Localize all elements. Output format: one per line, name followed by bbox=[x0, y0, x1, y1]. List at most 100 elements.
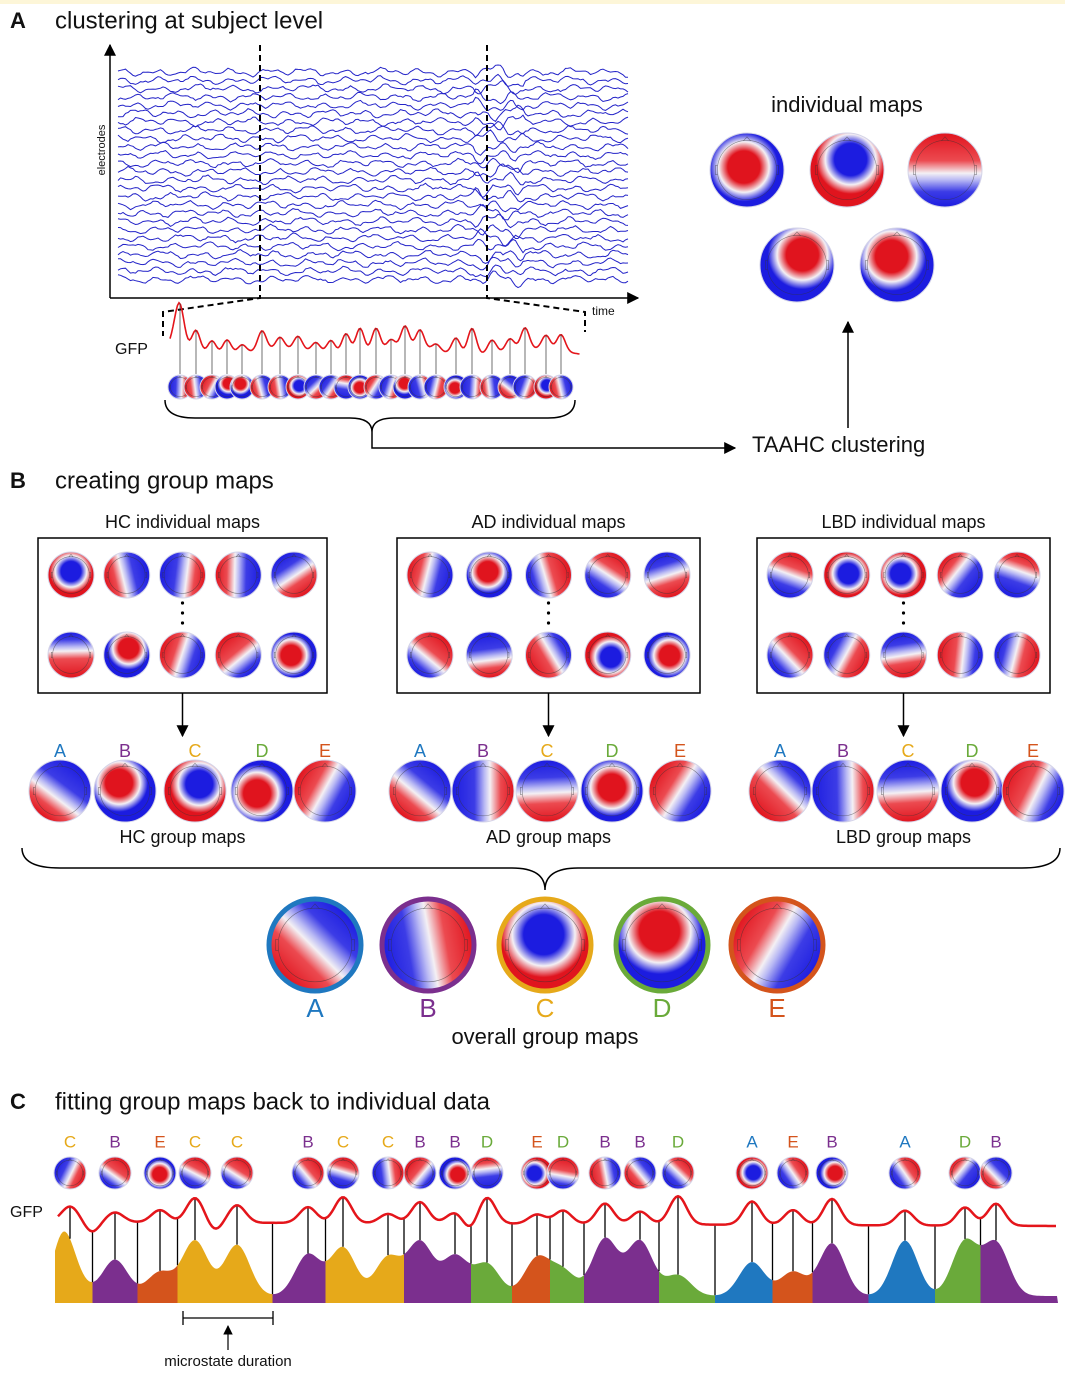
state-letter: B bbox=[414, 1132, 425, 1151]
eeg-trace bbox=[118, 115, 628, 130]
topo-map bbox=[810, 133, 884, 207]
topo-map bbox=[471, 1157, 503, 1189]
topo-map bbox=[144, 1157, 176, 1189]
ellipsis-dot bbox=[181, 621, 184, 624]
state-letter: D bbox=[481, 1132, 493, 1151]
topo-map bbox=[644, 552, 690, 598]
page: { "section_a": { "label": "A", "title": … bbox=[0, 0, 1065, 1372]
map-letter: A bbox=[54, 741, 66, 761]
topo-map bbox=[104, 552, 150, 598]
state-segment bbox=[138, 1180, 178, 1305]
state-letter: B bbox=[302, 1132, 313, 1151]
topo-map bbox=[881, 632, 927, 678]
overall-caption: overall group maps bbox=[451, 1024, 638, 1049]
maps-title: individual maps bbox=[771, 92, 923, 117]
group-caption: LBD group maps bbox=[836, 827, 971, 847]
overall-letter: B bbox=[419, 993, 436, 1023]
state-letter: B bbox=[449, 1132, 460, 1151]
topo-map bbox=[179, 1157, 211, 1189]
topo-map bbox=[452, 760, 514, 822]
ellipsis-dot bbox=[902, 601, 905, 604]
state-segment bbox=[326, 1180, 405, 1305]
topo-map bbox=[513, 375, 537, 399]
state-segment bbox=[813, 1180, 869, 1305]
topo-map bbox=[649, 760, 711, 822]
ellipsis-dot bbox=[547, 601, 550, 604]
topo-map bbox=[731, 899, 823, 991]
gfp-label: GFP bbox=[115, 341, 148, 358]
group-caption: HC group maps bbox=[119, 827, 245, 847]
topo-map bbox=[294, 760, 356, 822]
topo-map bbox=[860, 228, 934, 302]
gfp-curve bbox=[58, 1196, 1056, 1231]
map-letter: A bbox=[414, 741, 426, 761]
eeg-trace bbox=[118, 65, 628, 78]
topo-map bbox=[824, 632, 870, 678]
topo-map bbox=[549, 375, 573, 399]
topo-map bbox=[941, 760, 1003, 822]
map-letter: A bbox=[774, 741, 786, 761]
topo-map bbox=[949, 1157, 981, 1189]
topo-map bbox=[937, 552, 983, 598]
duration-bracket bbox=[183, 1311, 273, 1325]
topo-map bbox=[1002, 760, 1064, 822]
map-letter: E bbox=[1027, 741, 1039, 761]
topo-map bbox=[767, 632, 813, 678]
brace bbox=[165, 400, 575, 432]
topo-map bbox=[937, 632, 983, 678]
topo-map bbox=[889, 1157, 921, 1189]
topo-map bbox=[994, 552, 1040, 598]
topo-map bbox=[499, 899, 591, 991]
section-title: fitting group maps back to individual da… bbox=[55, 1088, 491, 1115]
flow-arrow bbox=[372, 432, 735, 448]
state-segment bbox=[869, 1180, 936, 1305]
topo-map bbox=[439, 1157, 471, 1189]
topo-map bbox=[29, 760, 91, 822]
topo-map bbox=[516, 760, 578, 822]
figure: Aclustering at subject levelelectrodesti… bbox=[0, 0, 1065, 1372]
section-title: clustering at subject level bbox=[55, 7, 323, 34]
topo-map bbox=[526, 552, 572, 598]
eeg-trace bbox=[118, 224, 628, 238]
map-letter: C bbox=[189, 741, 202, 761]
topo-map bbox=[327, 1157, 359, 1189]
topo-map bbox=[760, 228, 834, 302]
map-letter: B bbox=[837, 741, 849, 761]
topo-map bbox=[980, 1157, 1012, 1189]
state-letter: B bbox=[826, 1132, 837, 1151]
eeg-trace bbox=[118, 200, 628, 211]
group-title: HC individual maps bbox=[105, 512, 260, 532]
ellipsis-dot bbox=[181, 611, 184, 614]
topo-map bbox=[877, 760, 939, 822]
map-letter: D bbox=[606, 741, 619, 761]
state-letter: E bbox=[154, 1132, 165, 1151]
eeg-trace bbox=[118, 183, 628, 197]
topo-map bbox=[389, 760, 451, 822]
eeg-trace bbox=[118, 81, 628, 95]
method-label: TAAHC clustering bbox=[752, 432, 925, 457]
topo-map bbox=[221, 1157, 253, 1189]
duration-label: microstate duration bbox=[164, 1353, 292, 1370]
state-letter: B bbox=[599, 1132, 610, 1151]
topo-map bbox=[710, 133, 784, 207]
state-letter: E bbox=[531, 1132, 542, 1151]
overall-letter: E bbox=[768, 993, 785, 1023]
eeg-trace bbox=[118, 172, 628, 185]
topo-map bbox=[269, 899, 361, 991]
topo-map bbox=[644, 632, 690, 678]
topo-map bbox=[816, 1157, 848, 1189]
topo-map bbox=[231, 760, 293, 822]
topo-map bbox=[160, 632, 206, 678]
brace bbox=[22, 848, 1060, 890]
topo-map bbox=[407, 552, 453, 598]
topo-map bbox=[589, 1157, 621, 1189]
topo-map bbox=[881, 552, 927, 598]
topo-map bbox=[749, 760, 811, 822]
eeg-trace bbox=[118, 250, 628, 264]
state-segment bbox=[55, 1180, 93, 1305]
map-letter: B bbox=[119, 741, 131, 761]
eeg-trace bbox=[118, 121, 628, 135]
eeg-trace bbox=[118, 257, 628, 270]
ellipsis-dot bbox=[181, 601, 184, 604]
state-letter: C bbox=[231, 1132, 243, 1151]
